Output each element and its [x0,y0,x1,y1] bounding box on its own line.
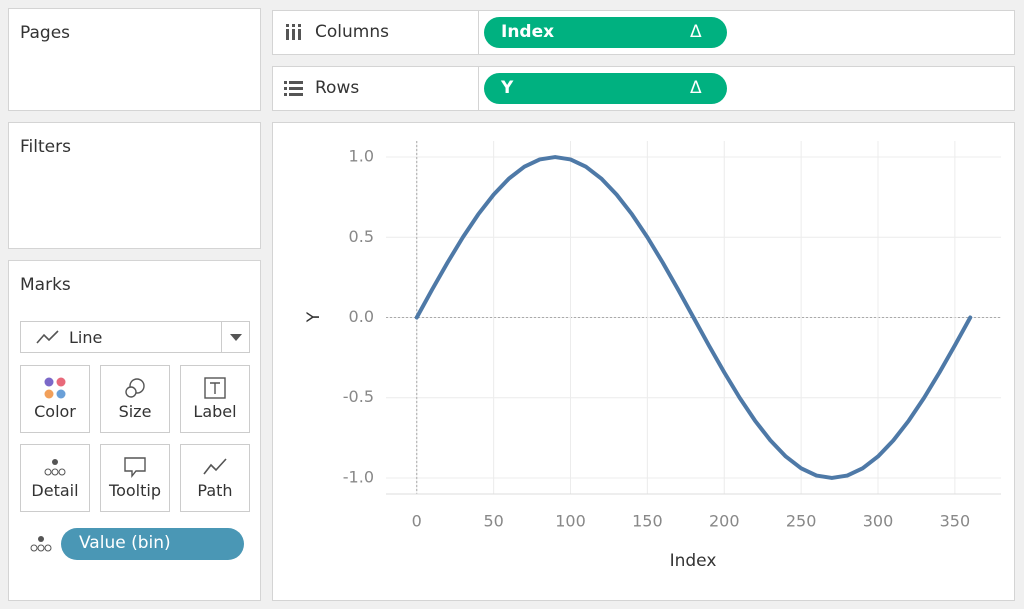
shelf-label: Columns [315,22,389,42]
columns-icon [286,24,301,40]
y-tick-label: -0.5 [343,387,374,406]
button-label: Color [34,402,76,421]
field-pill[interactable]: Index Δ [484,17,727,48]
mark-type-dropdown[interactable]: Line [20,321,250,353]
x-tick-label: 350 [940,512,971,531]
path-button[interactable]: Path [180,444,250,512]
x-tick-label: 100 [555,512,586,531]
color-button[interactable]: Color [20,365,90,433]
detail-button[interactable]: Detail [20,444,90,512]
x-tick-label: 0 [412,512,422,531]
detail-icon [30,536,52,552]
panel-title: Filters [20,137,71,157]
y-tick-label: 1.0 [349,147,374,166]
dropdown-arrow [230,334,242,341]
line-series [414,155,973,480]
button-label: Tooltip [109,481,161,500]
shelf-label: Rows [315,78,360,98]
pill-icon: Δ [690,22,702,42]
filters-panel: Filters [8,122,261,249]
button-label: Detail [31,481,79,500]
x-tick-label: 300 [863,512,894,531]
mark-type: Line [69,328,103,347]
button-label: Size [118,402,152,421]
x-tick-label: 200 [709,512,740,531]
view-panel: Index Y 1.0 0.5 0.0 -0.5 -1.0 0 50 100 150 200 250… [272,122,1015,601]
marks-panel: Marks Line Color Size Label Detail Toolt… [8,260,261,601]
y-tick-label: 0.0 [349,307,374,326]
pill-label: Value (bin) [79,533,171,553]
columns-shelf: Columns Index Δ [272,10,1015,55]
panel-title: Marks [20,275,71,295]
x-axis-title: Index [670,551,717,571]
tooltip-button[interactable]: Tooltip [100,444,170,512]
size-button[interactable]: Size [100,365,170,433]
rows-icon [284,81,303,96]
x-tick-label: 150 [632,512,663,531]
x-tick-label: 250 [786,512,817,531]
button-label: Path [197,481,233,500]
panel-title: Pages [20,23,71,43]
y-axis-title: Y [304,311,324,323]
pages-panel: Pages [8,8,261,111]
line-icon [36,330,59,344]
field-pill[interactable]: Value (bin) [61,528,244,560]
pill-label: Y [501,78,514,98]
y-tick-label: -1.0 [343,467,374,486]
label-button[interactable]: Label [180,365,250,433]
y-tick-label: 0.5 [349,227,374,246]
x-tick-label: 50 [483,512,503,531]
pill-icon: Δ [690,78,702,98]
pill-label: Index [501,22,555,42]
button-label: Label [193,402,237,421]
chart: Index Y 1.0 0.5 0.0 -0.5 -1.0 0 50 100 150 200 250… [304,141,1001,571]
